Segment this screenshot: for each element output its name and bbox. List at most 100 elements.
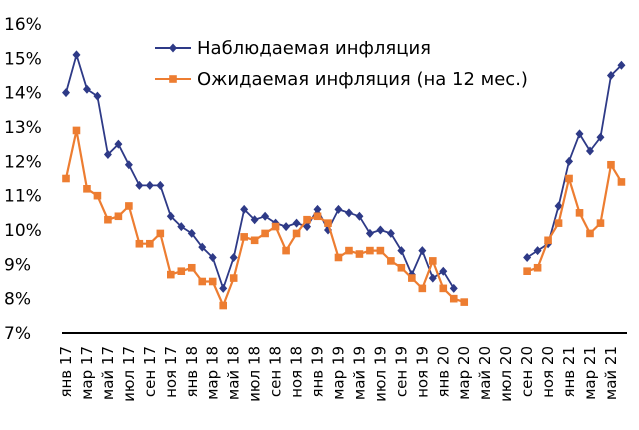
data-point-square (355, 250, 364, 258)
data-point-square (62, 174, 70, 183)
data-point-square (125, 202, 133, 210)
y-tick-label: 12% (4, 152, 42, 172)
data-point-square (146, 239, 154, 248)
data-point-diamond (261, 211, 270, 221)
data-point-square (313, 212, 322, 221)
y-tick-label: 9% (4, 255, 31, 275)
y-tick-label: 7% (4, 324, 31, 344)
x-tick-label: мар 19 (330, 346, 348, 400)
data-point-square (93, 191, 102, 200)
data-point-square (324, 219, 332, 227)
data-point-square (575, 209, 584, 217)
data-point-square (261, 229, 269, 238)
data-point-diamond (397, 246, 406, 256)
legend-marker-square (169, 75, 177, 83)
data-point-diamond (428, 273, 437, 283)
series-line (526, 163, 623, 273)
data-point-square (387, 257, 395, 265)
x-tick-label: янв 19 (309, 346, 327, 398)
x-tick-label: мар 18 (204, 346, 222, 400)
data-point-square (208, 277, 217, 286)
data-point-diamond (208, 252, 217, 262)
data-point-diamond (303, 222, 312, 232)
data-point-square (408, 274, 416, 282)
data-point-diamond (240, 204, 249, 214)
data-point-diamond (103, 149, 112, 159)
x-tick-label: янв 18 (183, 346, 201, 398)
data-point-square (366, 246, 374, 255)
data-point-square (187, 263, 196, 272)
series-2 (62, 126, 626, 310)
data-point-square (114, 212, 123, 221)
data-point-square (167, 270, 175, 279)
y-tick-label: 15% (4, 49, 42, 69)
legend-label: Наблюдаемая инфляция (197, 38, 431, 59)
y-tick-label: 14% (4, 84, 42, 104)
data-point-diamond (386, 228, 395, 238)
data-point-diamond (617, 60, 626, 70)
data-point-diamond (187, 228, 196, 238)
data-point-diamond (82, 84, 91, 94)
x-tick-label: июл 20 (497, 346, 515, 402)
data-point-diamond (365, 228, 374, 238)
data-point-diamond (292, 218, 301, 228)
data-point-square (607, 160, 615, 169)
data-point-diamond (606, 71, 615, 80)
data-point-diamond (62, 88, 70, 98)
series-1 (62, 50, 626, 293)
data-point-square (271, 222, 280, 231)
data-point-square (397, 263, 406, 272)
data-point-diamond (533, 246, 542, 256)
data-point-diamond (523, 252, 532, 262)
x-tick-label: май 21 (602, 346, 620, 400)
data-point-diamond (135, 180, 144, 190)
data-point-square (282, 246, 290, 255)
x-tick-label: май 18 (225, 346, 243, 400)
data-point-diamond (376, 225, 385, 235)
series-line (526, 64, 623, 259)
data-point-square (617, 178, 626, 186)
x-axis-tick-labels: янв 17 мар 17 май 17 июл 17 сен 17 ноя 17 янв … (57, 346, 620, 402)
data-point-square (376, 246, 385, 255)
data-point-square (586, 229, 594, 238)
x-tick-label: мар 17 (78, 346, 96, 400)
data-point-diamond (439, 266, 448, 276)
data-point-diamond (575, 129, 584, 139)
data-point-square (83, 185, 91, 193)
x-tick-label: июл 18 (246, 346, 264, 402)
x-tick-label: сен 18 (267, 346, 285, 397)
x-tick-label: май 17 (99, 346, 117, 400)
y-tick-label: 16% (4, 15, 42, 35)
data-point-square (439, 284, 448, 293)
data-point-diamond (166, 211, 175, 221)
legend-label: Ожидаемая инфляция (на 12 мес.) (197, 69, 528, 90)
data-point-diamond (124, 160, 133, 170)
data-point-square (523, 267, 531, 275)
data-point-diamond (72, 50, 81, 60)
data-point-diamond (114, 139, 123, 149)
x-tick-label: июл 17 (120, 346, 138, 402)
data-point-square (104, 215, 112, 224)
data-point-square (533, 263, 542, 272)
data-point-diamond (93, 91, 102, 101)
data-point-square (429, 257, 437, 265)
data-point-square (334, 253, 343, 262)
x-tick-label: ноя 20 (539, 346, 557, 398)
data-point-diamond (449, 283, 458, 293)
data-point-diamond (156, 180, 165, 190)
x-tick-label: мар 20 (455, 346, 473, 400)
x-tick-label: янв 17 (57, 346, 75, 398)
x-tick-label: сен 20 (518, 346, 536, 397)
data-point-diamond (586, 146, 594, 156)
data-point-diamond (418, 246, 427, 256)
data-point-square (156, 229, 165, 238)
data-point-diamond (313, 204, 322, 214)
data-point-diamond (565, 156, 574, 166)
data-point-square (198, 277, 207, 286)
legend: Наблюдаемая инфляция Ожидаемая инфляция (… (155, 38, 528, 90)
x-tick-label: янв 21 (560, 346, 578, 398)
data-point-diamond (554, 201, 563, 211)
x-tick-label: ноя 18 (288, 346, 306, 398)
data-point-square (250, 236, 259, 245)
data-point-square (135, 239, 144, 248)
